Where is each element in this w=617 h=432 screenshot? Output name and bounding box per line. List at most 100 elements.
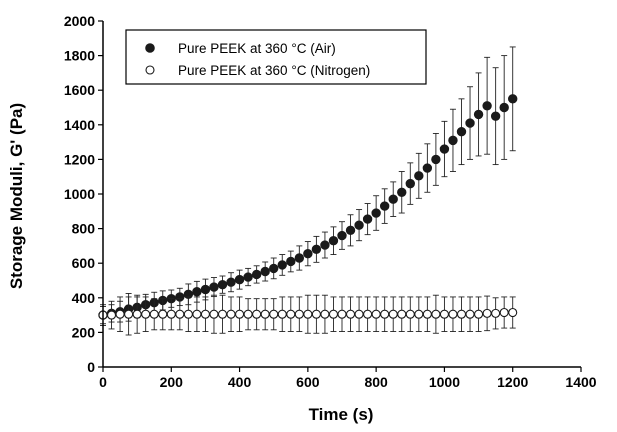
data-point — [320, 309, 330, 319]
data-point — [217, 279, 228, 290]
series-air — [98, 46, 518, 325]
data-point — [380, 309, 390, 319]
x-tick-label: 600 — [296, 374, 320, 390]
data-point — [311, 309, 321, 319]
data-point — [243, 272, 253, 282]
data-point — [508, 94, 518, 104]
data-point — [209, 282, 219, 292]
data-point — [115, 309, 125, 319]
x-tick-label: 1400 — [565, 374, 596, 390]
data-point — [294, 309, 304, 319]
data-point — [226, 309, 236, 319]
data-point — [209, 309, 219, 319]
data-point — [303, 309, 313, 319]
data-point — [397, 187, 407, 197]
data-point — [499, 307, 509, 318]
x-tick-label: 200 — [160, 374, 184, 390]
data-point — [405, 178, 415, 189]
data-point — [149, 309, 159, 319]
data-point — [251, 269, 262, 280]
y-tick-label: 400 — [72, 290, 96, 306]
legend-label: Pure PEEK at 360 °C (Nitrogen) — [178, 63, 370, 78]
data-point — [465, 118, 475, 128]
data-point — [508, 307, 518, 318]
x-tick-label: 800 — [364, 374, 388, 390]
x-tick-label: 1000 — [429, 374, 460, 390]
data-point — [311, 244, 322, 255]
data-point — [192, 287, 202, 297]
data-point — [362, 214, 373, 224]
data-point — [132, 309, 142, 319]
y-tick-label: 0 — [87, 359, 95, 375]
legend: Pure PEEK at 360 °C (Air) Pure PEEK at 36… — [125, 29, 427, 85]
data-point — [473, 109, 484, 120]
data-point — [337, 309, 347, 319]
data-point — [269, 263, 279, 274]
data-point — [448, 309, 458, 319]
data-point — [456, 309, 467, 319]
data-point — [320, 240, 330, 250]
data-point — [200, 309, 210, 319]
data-point — [192, 309, 202, 319]
data-point — [439, 144, 450, 154]
data-point — [491, 308, 501, 318]
y-axis-title: Storage Moduli, G' (Pa) — [7, 103, 26, 289]
data-point — [490, 111, 501, 121]
y-tick-label: 200 — [72, 324, 96, 340]
legend-label: Pure PEEK at 360 °C (Air) — [178, 41, 336, 56]
legend-marker-filled — [145, 43, 155, 53]
data-point — [328, 309, 339, 319]
data-point — [277, 309, 287, 319]
y-tick-label: 600 — [72, 255, 96, 271]
data-point — [422, 309, 432, 319]
data-point — [345, 309, 356, 319]
data-point — [465, 309, 475, 319]
data-point — [277, 260, 287, 270]
data-point — [439, 309, 449, 319]
data-point — [226, 277, 236, 287]
data-point — [183, 309, 193, 319]
data-point — [388, 194, 398, 204]
y-tick-label: 800 — [72, 221, 96, 237]
data-point — [243, 309, 253, 319]
data-point — [474, 309, 484, 319]
data-point — [337, 230, 347, 241]
data-point — [345, 225, 356, 236]
plot-area — [98, 46, 518, 336]
data-point — [482, 101, 492, 111]
x-tick-label: 0 — [99, 374, 107, 390]
y-tick-label: 1400 — [64, 117, 95, 133]
data-point — [354, 220, 364, 230]
y-tick-label: 2000 — [64, 13, 95, 29]
data-point — [431, 154, 441, 165]
data-point — [252, 309, 262, 319]
data-point — [414, 309, 424, 319]
x-tick-label: 1200 — [497, 374, 528, 390]
data-point — [269, 309, 279, 319]
data-point — [379, 201, 390, 211]
y-tick-label: 1800 — [64, 48, 95, 64]
data-point — [158, 309, 168, 319]
data-point — [124, 309, 134, 319]
data-point — [217, 309, 228, 319]
data-point — [388, 309, 398, 319]
axes: 0 200 400 600 800 1000 1200 1400 1600 1800 2000 0 20… — [64, 13, 597, 390]
data-point — [499, 102, 509, 113]
data-point — [448, 135, 458, 146]
data-point — [354, 309, 364, 319]
data-point — [363, 309, 373, 319]
legend-marker-open — [145, 65, 155, 75]
data-point — [106, 310, 117, 320]
data-point — [397, 309, 407, 319]
data-point — [286, 256, 296, 267]
data-point — [414, 171, 424, 181]
data-point — [260, 309, 270, 319]
x-axis-title: Time (s) — [309, 405, 374, 424]
data-point — [422, 163, 433, 173]
y-tick-label: 1600 — [64, 82, 95, 98]
data-point — [371, 208, 381, 218]
data-point — [286, 309, 296, 319]
data-point — [431, 309, 441, 319]
data-point — [294, 253, 305, 263]
